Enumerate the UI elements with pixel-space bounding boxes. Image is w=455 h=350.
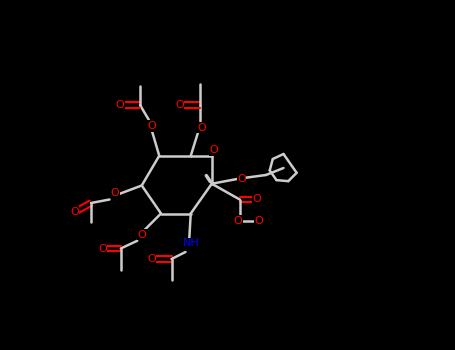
Text: O: O [111,188,119,197]
Text: O: O [148,121,157,131]
Text: O: O [70,207,79,217]
Text: O: O [116,100,124,110]
Text: O: O [175,100,184,110]
Text: O: O [255,216,263,225]
Text: O: O [147,254,156,264]
Text: O: O [209,146,218,155]
Text: O: O [233,216,243,225]
Text: O: O [98,244,107,253]
Text: O: O [252,195,261,204]
Text: O: O [237,174,246,183]
Text: O: O [137,230,146,239]
Text: O: O [197,123,206,133]
Text: NH: NH [182,238,199,248]
